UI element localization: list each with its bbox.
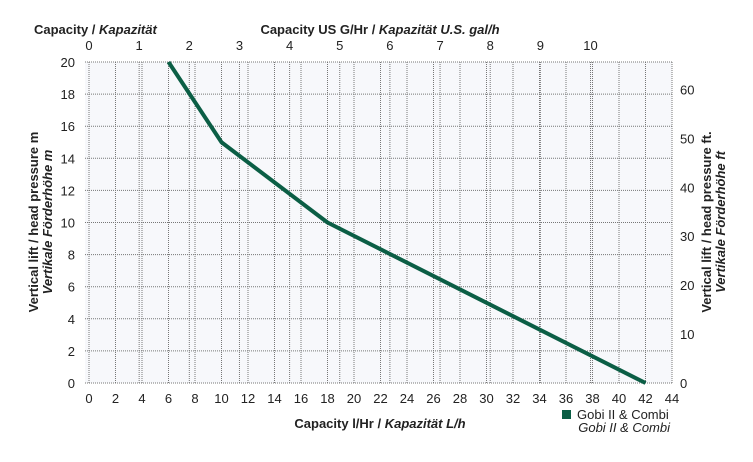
top-tick-label: 6 [386, 38, 393, 53]
y-tick-label: 4 [68, 312, 75, 327]
x-tick-label: 0 [85, 391, 92, 406]
legend-swatch [562, 410, 571, 419]
top-tick-label: 1 [136, 38, 143, 53]
y-tick-label: 2 [68, 344, 75, 359]
y2-axis-title: Vertical lift / head pressure ft. [699, 131, 714, 312]
x-tick-label: 14 [267, 391, 281, 406]
x-axis-title: Capacity l/Hr / Kapazität L/h [294, 416, 465, 431]
legend-label-it: Gobi II & Combi [578, 420, 671, 435]
top-tick-label: 4 [286, 38, 293, 53]
y2-tick-label: 50 [680, 131, 694, 146]
x-tick-label: 20 [347, 391, 361, 406]
top-tick-label: 7 [436, 38, 443, 53]
x-tick-label: 44 [665, 391, 679, 406]
y2-tick-label: 20 [680, 278, 694, 293]
top-tick-label: 8 [487, 38, 494, 53]
series-line [166, 60, 647, 385]
top-tick-label: 2 [186, 38, 193, 53]
y2-tick-label: 0 [680, 376, 687, 391]
y-tick-label: 6 [68, 280, 75, 295]
x-tick-label: 6 [165, 391, 172, 406]
y-tick-label: 0 [68, 376, 75, 391]
x-tick-label: 32 [506, 391, 520, 406]
y2-axis-title-it: Vertikale Förderhöhe ft [713, 150, 728, 292]
top-tick-label: 5 [336, 38, 343, 53]
x-tick-label: 4 [138, 391, 145, 406]
x-tick-label: 30 [479, 391, 493, 406]
y-tick-label: 16 [61, 119, 75, 134]
left-title: Capacity / Kapazität [34, 22, 157, 37]
left-title-it: Kapazität [99, 22, 157, 37]
y2-tick-label: 30 [680, 229, 694, 244]
y-tick-label: 8 [68, 248, 75, 263]
y2-tick-label: 40 [680, 180, 694, 195]
top-tick-label: 9 [537, 38, 544, 53]
y-tick-label: 20 [61, 55, 75, 70]
top-axis-title: Capacity US G/Hr / Kapazität U.S. gal/h [260, 22, 499, 37]
x-tick-label: 10 [214, 391, 228, 406]
x-tick-label: 28 [453, 391, 467, 406]
y2-tick-label: 60 [680, 82, 694, 97]
x-tick-label: 38 [585, 391, 599, 406]
y-axis-title: Vertical lift / head pressure m [26, 132, 41, 313]
x-tick-label: 16 [294, 391, 308, 406]
x-tick-label: 12 [241, 391, 255, 406]
top-tick-label: 3 [236, 38, 243, 53]
y-tick-label: 12 [61, 183, 75, 198]
top-tick-label: 10 [583, 38, 597, 53]
top-tick-label: 0 [85, 38, 92, 53]
x-tick-label: 34 [532, 391, 546, 406]
x-tick-label: 8 [191, 391, 198, 406]
x-axis-title-it: Kapazität L/h [385, 416, 466, 431]
y-tick-label: 14 [61, 151, 75, 166]
plot-area [85, 62, 672, 383]
x-tick-label: 2 [112, 391, 119, 406]
y-tick-label: 10 [61, 216, 75, 231]
x-tick-label: 22 [373, 391, 387, 406]
x-tick-label: 36 [559, 391, 573, 406]
top-axis-title-it: Kapazität U.S. gal/h [379, 22, 500, 37]
x-tick-label: 42 [638, 391, 652, 406]
legend-label: Gobi II & Combi [577, 407, 669, 422]
x-tick-label: 40 [612, 391, 626, 406]
x-tick-label: 18 [320, 391, 334, 406]
y-axis-title-it: Vertikale Förderhöhe m [40, 149, 55, 294]
y2-tick-label: 10 [680, 327, 694, 342]
x-tick-label: 26 [426, 391, 440, 406]
x-tick-label: 24 [400, 391, 414, 406]
y-tick-label: 18 [61, 87, 75, 102]
